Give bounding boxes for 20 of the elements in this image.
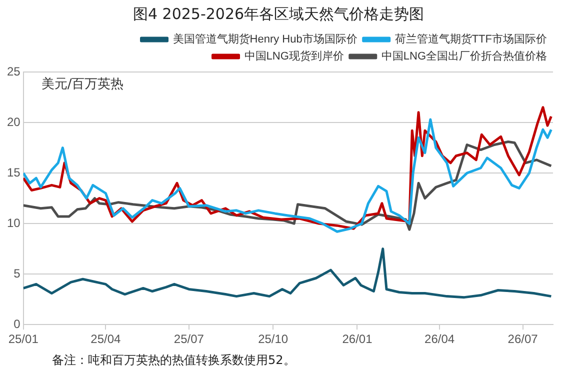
x-tick-label: 25/10 [258,332,288,346]
text: 备注：吨和百万英热的热值转换系数使用52。 [52,352,296,369]
x-tick-label: 26/04 [424,332,455,346]
legend-label: 美国管道气期货Henry Hub市场国际价 [172,32,358,46]
x-tick-label: 25/01 [8,332,39,346]
y-tick-label: 25 [6,64,21,78]
legend-label: 荷兰管道气期货TTF市场国际价 [394,32,548,46]
y-tick-label: 10 [6,216,21,230]
y-tick-label: 20 [6,114,21,129]
legend-label: 中国LNG全国出厂价折合热值价格 [381,50,548,63]
x-tick-label: 26/07 [508,332,538,346]
y-tick-label: 5 [14,266,21,280]
x-tick-label: 25/04 [90,332,122,346]
x-tick-label: 26/01 [342,332,373,346]
y-tick-label: 15 [6,165,21,180]
y-axis-title: 美元/百万英热 [41,76,124,92]
chart-title: 图4 2025-2026年各区域天然气价格走势图 [132,4,424,23]
legend-label: 中国LNG现货到岸价 [244,50,344,63]
x-tick-label: 25/07 [174,332,204,346]
y-tick-label: 0 [14,316,21,331]
